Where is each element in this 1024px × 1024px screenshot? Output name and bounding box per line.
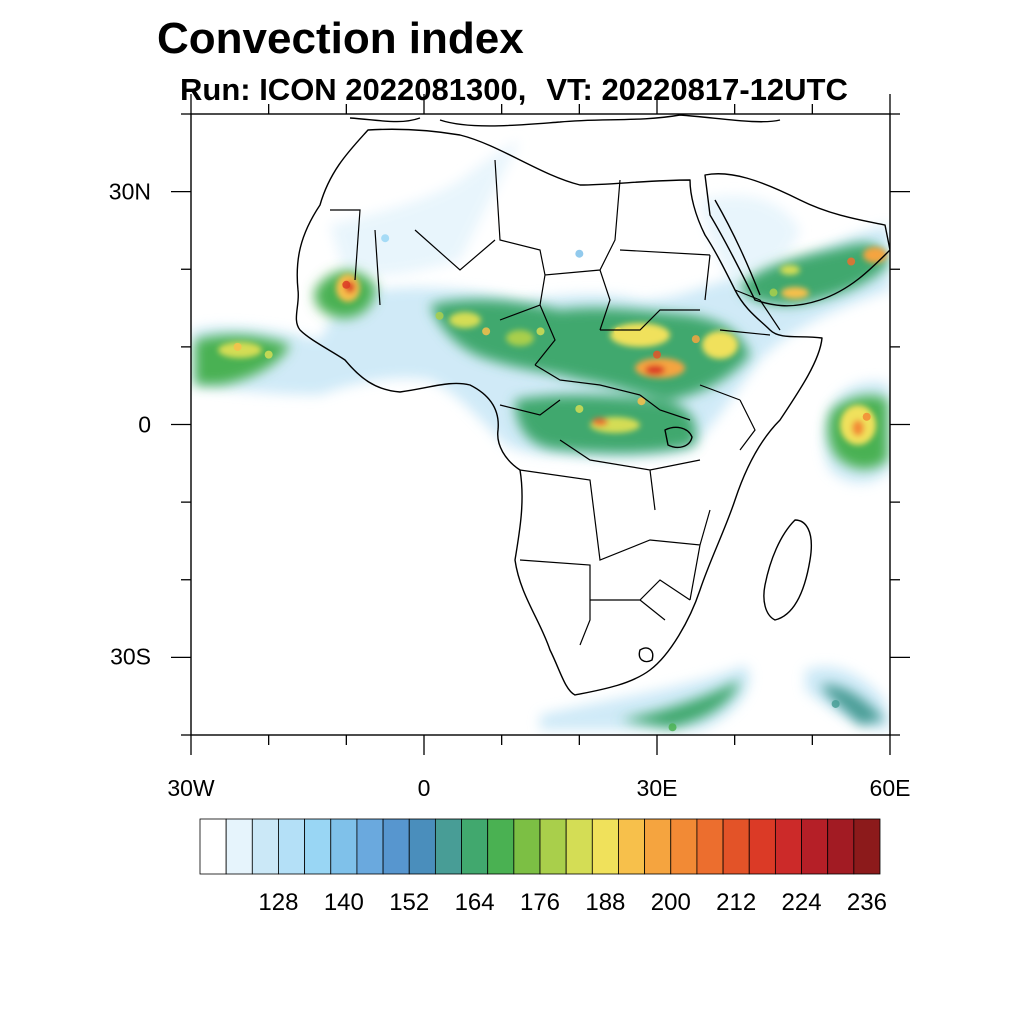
- africa-coastline: [295, 128, 823, 696]
- field-cell-5: [536, 327, 545, 336]
- colorbar-box-8: [408, 818, 436, 875]
- colorbar-box-4: [304, 818, 332, 875]
- colorbar-box-24: [827, 818, 855, 875]
- field-cell-11: [769, 288, 778, 297]
- colorbar-box-15: [591, 818, 619, 875]
- colorbar-box-9: [434, 818, 462, 875]
- colorbar-box-17: [644, 818, 672, 875]
- field-cell-17: [831, 699, 840, 708]
- border-layer: [330, 159, 781, 646]
- valid-time-label: VT: 20220817-12UTC: [546, 72, 848, 107]
- colorbar-box-2: [251, 818, 279, 875]
- field-cell-10: [575, 404, 584, 413]
- convection-field-layer: [192, 140, 890, 732]
- colorbar-label: 152: [389, 889, 430, 916]
- colorbar-label: 164: [454, 889, 495, 916]
- iberia-coast: [349, 117, 421, 123]
- field-cell-8: [691, 335, 700, 344]
- colorbar-label: 224: [781, 889, 822, 916]
- colorbar-label: 212: [716, 889, 757, 916]
- colorbar-label: 236: [846, 889, 887, 916]
- colorbar-box-23: [801, 818, 829, 875]
- field-cell-9: [637, 397, 646, 406]
- madagascar-coast: [763, 519, 812, 621]
- field-cell-15: [381, 234, 390, 243]
- x-tick-label: 0: [417, 775, 431, 801]
- field-cell-2: [342, 280, 351, 289]
- lake-victoria: [664, 426, 693, 449]
- field-cell-1: [233, 342, 242, 351]
- field-cell-0: [264, 350, 273, 359]
- coastline-layer: [295, 114, 890, 696]
- lesotho: [638, 647, 654, 663]
- convection-cores: [218, 247, 887, 445]
- y-tick-label: 30N: [108, 178, 151, 205]
- colorbar-box-12: [513, 818, 541, 875]
- chart-title: Convection index: [157, 14, 524, 63]
- field-cell-14: [575, 249, 584, 258]
- field-cell-3: [435, 311, 444, 320]
- colorbar-box-14: [565, 818, 593, 875]
- colorbar-label: 140: [323, 889, 364, 916]
- field-cells: [233, 234, 871, 732]
- axis-ticks: [171, 94, 910, 755]
- colorbar-box-22: [774, 818, 802, 875]
- colorbar-box-1: [225, 818, 253, 875]
- colorbar-box-3: [278, 818, 306, 875]
- red-sea-east: [714, 199, 761, 296]
- colorbar-box-6: [356, 818, 384, 875]
- colorbar-box-25: [853, 818, 881, 875]
- field-cell-13: [862, 412, 871, 421]
- chart-subtitle: Run: ICON 2022081300, VT: 20220817-12UTC: [180, 72, 848, 108]
- field-cell-12: [847, 257, 856, 266]
- colorbar-box-7: [382, 818, 410, 875]
- field-cell-7: [653, 350, 661, 359]
- field-cell-4: [482, 327, 491, 336]
- colorbar-box-20: [722, 818, 750, 875]
- border-lines: [330, 159, 781, 646]
- x-tick-label: 30E: [636, 775, 678, 801]
- field-cell-6: [614, 327, 623, 336]
- colorbar-box-13: [539, 818, 567, 875]
- mediterranean-north: [439, 114, 781, 127]
- colorbar-box-18: [670, 818, 698, 875]
- x-tick-label: 30W: [167, 775, 215, 801]
- run-label: Run: ICON 2022081300,: [180, 72, 527, 107]
- colorbar-label: 128: [258, 889, 299, 916]
- colorbar-label: 200: [650, 889, 691, 916]
- colorbar-box-21: [748, 818, 776, 875]
- y-tick-label: 0: [138, 411, 151, 437]
- colorbar: [199, 818, 881, 875]
- x-tick-label: 60E: [869, 775, 911, 801]
- colorbar-box-10: [461, 818, 489, 875]
- colorbar-box-16: [618, 818, 646, 875]
- field-cell-16: [668, 723, 677, 732]
- arabia-coast: [704, 173, 890, 307]
- colorbar-label: 176: [519, 889, 561, 916]
- colorbar-box-0: [199, 818, 227, 875]
- colorbar-box-5: [330, 818, 358, 875]
- colorbar-box-19: [696, 818, 724, 875]
- colorbar-label: 188: [585, 889, 626, 916]
- colorbar-box-11: [487, 818, 515, 875]
- y-tick-label: 30S: [110, 643, 151, 670]
